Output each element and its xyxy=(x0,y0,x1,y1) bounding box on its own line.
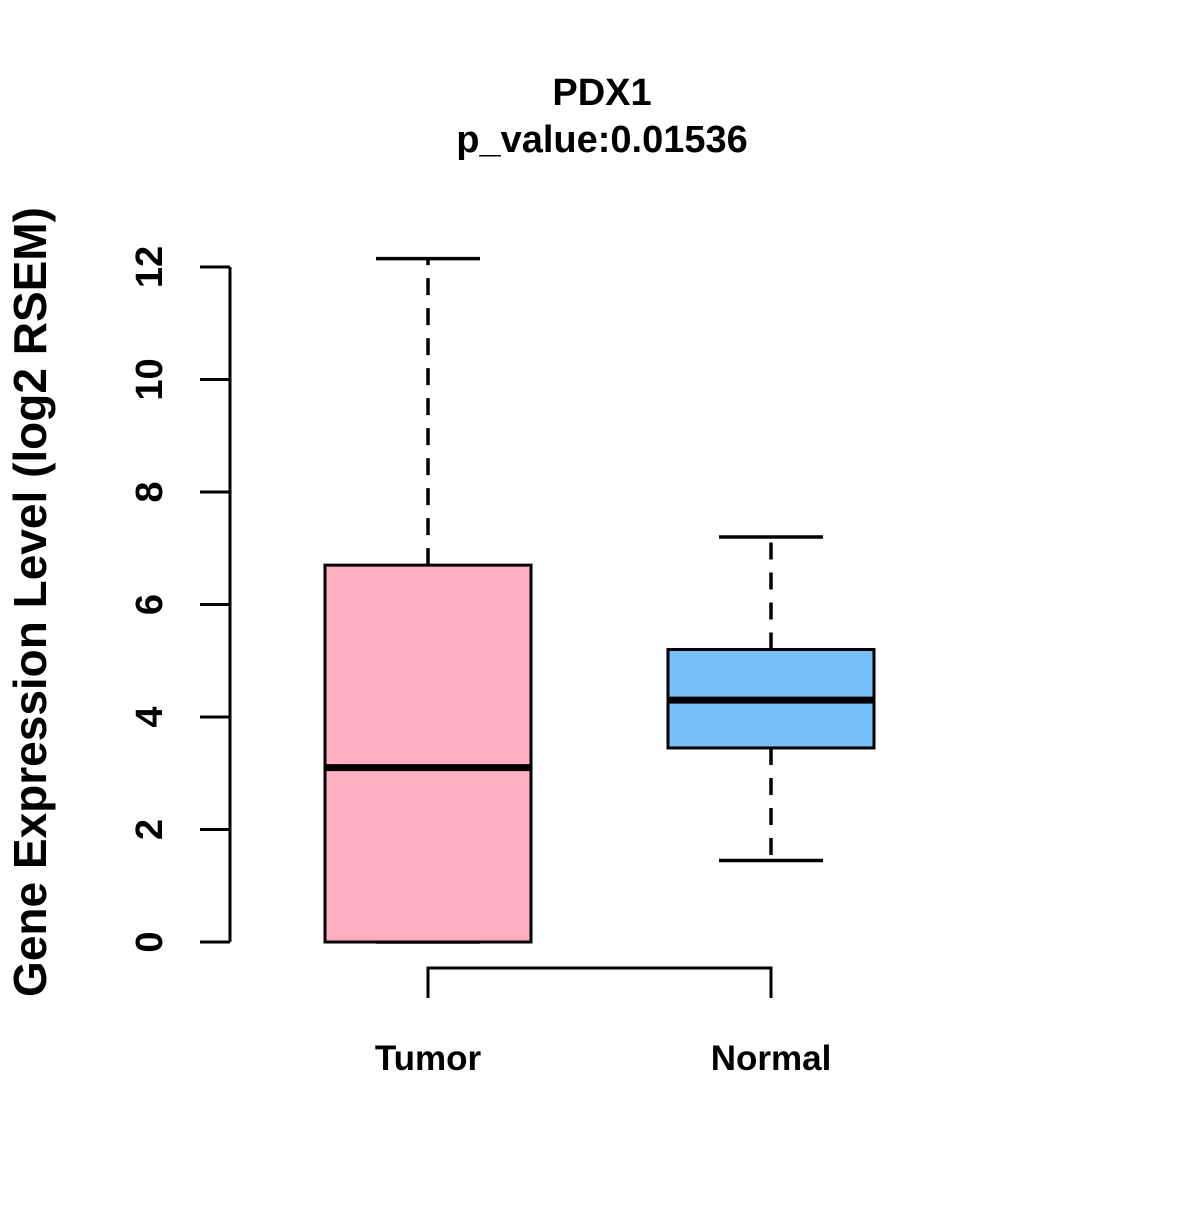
box-group-tumor xyxy=(323,256,533,944)
y-tick-label: 0 xyxy=(129,931,171,952)
y-tick-label: 8 xyxy=(129,481,171,502)
y-tick-label: 2 xyxy=(129,819,171,840)
y-tick-label: 6 xyxy=(129,594,171,615)
box-group-normal xyxy=(666,535,876,863)
boxes xyxy=(323,256,876,944)
x-label-normal: Normal xyxy=(711,1039,832,1078)
iqr-box xyxy=(323,563,533,944)
y-axis: 0 2 4 6 8 10 12 xyxy=(129,246,232,953)
y-tick-label: 12 xyxy=(129,246,171,288)
y-axis-title: Gene Expression Level (log2 RSEM) xyxy=(4,207,56,997)
chart-title: PDX1 xyxy=(552,72,651,114)
chart-subtitle-pvalue: p_value:0.01536 xyxy=(456,119,748,161)
y-tick-label: 10 xyxy=(129,358,171,400)
significance-bracket xyxy=(426,966,773,998)
y-tick-label: 4 xyxy=(129,706,171,727)
comparison-bracket-path xyxy=(426,966,773,998)
x-label-tumor: Tumor xyxy=(375,1039,482,1078)
